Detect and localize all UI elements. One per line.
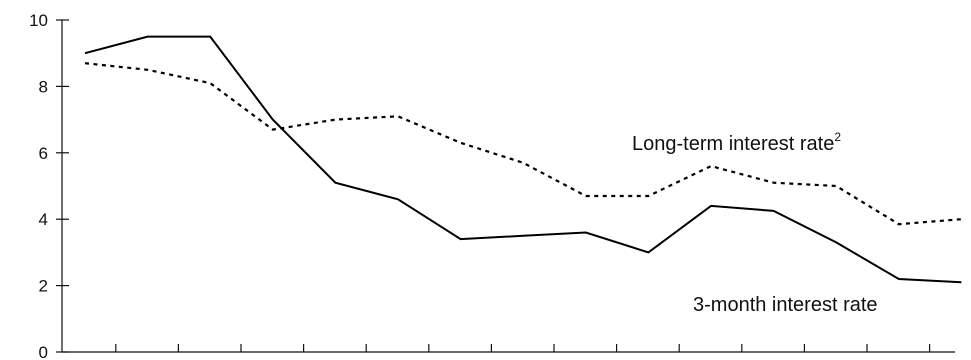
y-tick-label-4: 4 xyxy=(39,210,48,229)
y-tick-label-10: 10 xyxy=(29,11,48,30)
y-tick-label-6: 6 xyxy=(39,144,48,163)
y-tick-label-0: 0 xyxy=(39,343,48,360)
long-term-rate-label-text: Long-term interest rate xyxy=(632,133,834,155)
three-month-rate-label: 3-month interest rate xyxy=(693,294,878,316)
y-tick-label-2: 2 xyxy=(39,277,48,296)
series-line-3-month-rate xyxy=(84,35,962,284)
long-term-rate-label: Long-term interest rate2 xyxy=(632,130,841,155)
series-line-long-term-rate xyxy=(84,62,962,226)
x-axis xyxy=(62,344,955,353)
series-layer xyxy=(84,35,962,284)
y-tick-label-8: 8 xyxy=(39,77,48,96)
y-axis: 0 2 4 6 8 10 xyxy=(29,11,69,360)
long-term-rate-footnote-marker: 2 xyxy=(834,130,841,144)
